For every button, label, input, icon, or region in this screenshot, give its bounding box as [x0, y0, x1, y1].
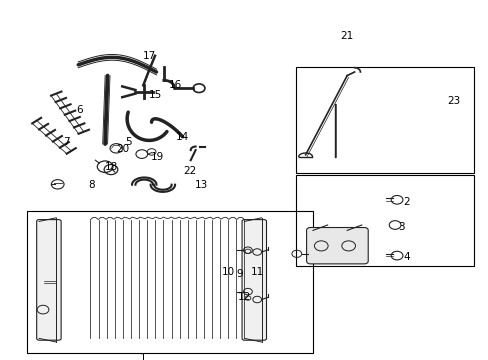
Text: 18: 18	[105, 162, 118, 172]
Text: 11: 11	[250, 267, 263, 277]
Text: 9: 9	[236, 269, 243, 279]
Text: 8: 8	[88, 180, 95, 190]
Text: 17: 17	[143, 51, 156, 61]
Text: 13: 13	[194, 180, 207, 190]
Text: 12: 12	[238, 292, 251, 302]
Text: 2: 2	[403, 197, 409, 207]
Text: 23: 23	[447, 96, 460, 106]
Text: 15: 15	[149, 90, 162, 100]
Text: 1: 1	[139, 353, 146, 360]
Text: 3: 3	[398, 222, 405, 232]
FancyBboxPatch shape	[242, 220, 266, 340]
FancyBboxPatch shape	[37, 220, 61, 340]
Bar	[295, 175, 473, 266]
Text: 22: 22	[183, 166, 196, 176]
Text: 6: 6	[76, 105, 82, 115]
Text: 5: 5	[124, 137, 131, 147]
Text: 14: 14	[176, 132, 189, 142]
Text: 10: 10	[222, 267, 235, 277]
FancyBboxPatch shape	[306, 228, 367, 264]
Bar	[295, 67, 473, 173]
Text: 7: 7	[63, 137, 70, 147]
Text: 20: 20	[116, 144, 129, 154]
Text: 21: 21	[339, 31, 352, 41]
Text: 4: 4	[403, 252, 409, 262]
Text: 16: 16	[168, 80, 182, 90]
Bar	[27, 211, 312, 353]
Text: 19: 19	[150, 152, 163, 162]
